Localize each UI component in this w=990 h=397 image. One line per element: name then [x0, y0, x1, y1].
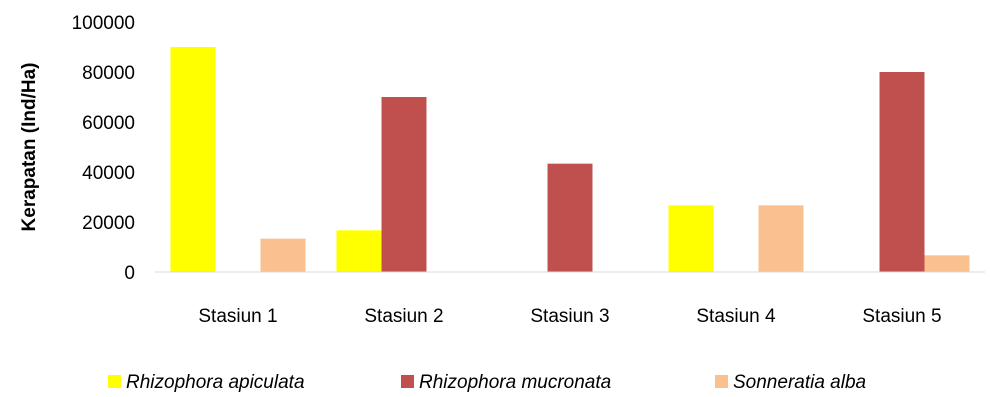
bar: [668, 205, 714, 272]
legend-label: Rhizophora apiculata: [126, 372, 305, 393]
bar: [260, 238, 306, 272]
bars-group: [170, 47, 970, 272]
legend-swatch: [108, 375, 121, 388]
x-tick-label: Stasiun 2: [364, 306, 443, 327]
x-axis: Stasiun 1 Stasiun 2 Stasiun 3 Stasiun 4 Stas…: [155, 271, 985, 327]
x-tick-label: Stasiun 5: [862, 306, 941, 327]
legend-swatch: [715, 375, 728, 388]
bar: [381, 97, 427, 272]
bar: [547, 163, 593, 272]
bar: [758, 205, 804, 272]
x-tick-label: Stasiun 4: [696, 306, 776, 327]
y-tick-label: 100000: [72, 13, 135, 34]
y-tick-label: 0: [124, 263, 135, 284]
y-axis: 0 20000 40000 60000 80000 100000: [72, 13, 135, 284]
x-tick-label: Stasiun 1: [198, 306, 277, 327]
y-tick-label: 80000: [82, 63, 135, 84]
bar: [924, 255, 970, 272]
bar: [336, 230, 382, 272]
legend-label: Rhizophora mucronata: [419, 372, 611, 393]
bar: [170, 47, 216, 272]
legend-label: Sonneratia alba: [733, 372, 866, 393]
bar: [879, 72, 925, 272]
y-tick-label: 60000: [82, 113, 135, 134]
y-tick-label: 20000: [82, 213, 135, 234]
legend-swatch: [401, 375, 414, 388]
legend: Rhizophora apiculata Rhizophora mucronata…: [108, 372, 866, 393]
x-tick-label: Stasiun 3: [530, 306, 609, 327]
y-tick-label: 40000: [82, 163, 135, 184]
y-axis-title: Kerapatan (Ind/Ha): [19, 63, 40, 232]
